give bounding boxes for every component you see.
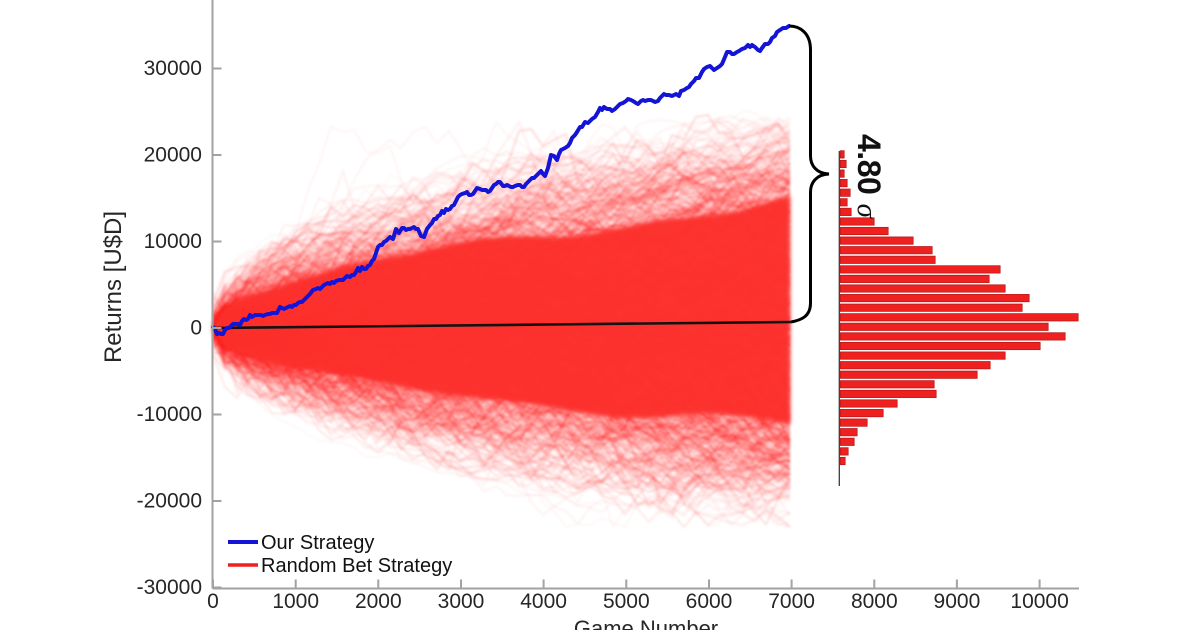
svg-text:30000: 30000 bbox=[144, 57, 202, 80]
svg-text:2000: 2000 bbox=[355, 590, 402, 613]
svg-text:4000: 4000 bbox=[520, 590, 567, 613]
svg-text:3000: 3000 bbox=[438, 590, 485, 613]
svg-text:8000: 8000 bbox=[851, 590, 898, 613]
svg-text:20000: 20000 bbox=[144, 144, 202, 167]
svg-text:10000: 10000 bbox=[144, 230, 202, 253]
svg-text:5000: 5000 bbox=[603, 590, 650, 613]
svg-text:-10000: -10000 bbox=[137, 403, 202, 426]
svg-text:Our Strategy: Our Strategy bbox=[261, 532, 374, 554]
svg-text:Game Number: Game Number bbox=[574, 616, 718, 630]
svg-text:-20000: -20000 bbox=[137, 490, 202, 513]
svg-text:Returns [U$D]: Returns [U$D] bbox=[100, 211, 127, 363]
svg-text:9000: 9000 bbox=[934, 590, 981, 613]
svg-text:0: 0 bbox=[207, 590, 219, 613]
svg-text:Random Bet Strategy: Random Bet Strategy bbox=[261, 555, 452, 577]
svg-text:-30000: -30000 bbox=[137, 576, 202, 599]
svg-text:4.80 σ: 4.80 σ bbox=[851, 134, 887, 220]
svg-text:1000: 1000 bbox=[272, 590, 319, 613]
svg-text:7000: 7000 bbox=[768, 590, 815, 613]
svg-text:10000: 10000 bbox=[1010, 590, 1068, 613]
svg-text:6000: 6000 bbox=[686, 590, 733, 613]
svg-text:0: 0 bbox=[190, 317, 202, 340]
